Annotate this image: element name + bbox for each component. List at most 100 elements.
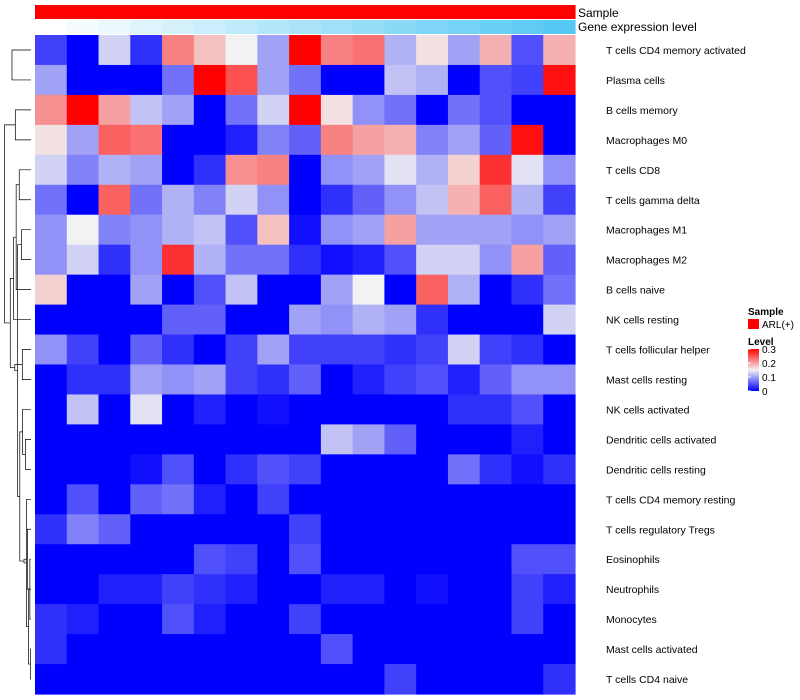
- heatmap-cell: [66, 154, 100, 186]
- heatmap-cell: [543, 334, 576, 366]
- heatmap-cell: [66, 574, 100, 605]
- heatmap-cell: [320, 364, 354, 396]
- expression-annotation-cell: [289, 20, 322, 34]
- row-label: Monocytes: [606, 614, 657, 626]
- heatmap-cell: [193, 64, 227, 96]
- heatmap-cell: [257, 364, 290, 396]
- expression-annotation-cell: [193, 20, 227, 34]
- heatmap-cell: [257, 424, 290, 455]
- dendrogram-branch: [15, 184, 31, 290]
- row-label: T cells CD4 memory activated: [606, 45, 746, 57]
- heatmap-cell: [162, 184, 195, 216]
- sample-annotation-cell: [416, 5, 449, 19]
- heatmap-cell: [257, 124, 290, 156]
- heatmap-cell: [289, 214, 322, 246]
- heatmap-cell: [130, 394, 163, 426]
- heatmap-cell: [289, 484, 322, 515]
- heatmap-cell: [193, 244, 227, 276]
- heatmap-cell: [35, 424, 68, 455]
- heatmap-cell: [416, 154, 449, 186]
- heatmap-cell: [162, 94, 195, 126]
- heatmap-cell: [35, 364, 68, 396]
- heatmap-cell: [352, 94, 386, 126]
- heatmap-cell: [320, 454, 354, 485]
- gene-expression-annotation-label: Gene expression level: [578, 20, 697, 34]
- sample-annotation-cell: [257, 5, 290, 19]
- expression-annotation-cell: [447, 20, 481, 34]
- heatmap-cell: [193, 364, 227, 396]
- heatmap-cell: [130, 424, 163, 455]
- heatmap-cell: [320, 424, 354, 455]
- dendrogram-branch: [4, 124, 16, 324]
- heatmap-cell: [289, 94, 322, 126]
- heatmap-cell: [257, 454, 290, 485]
- row-label: Plasma cells: [606, 75, 665, 87]
- heatmap-cell: [193, 304, 227, 336]
- heatmap-cell: [320, 664, 354, 695]
- heatmap-cell: [98, 424, 131, 455]
- heatmap-cell: [225, 244, 258, 276]
- heatmap-cell: [416, 514, 449, 545]
- heatmap-cell: [35, 244, 68, 276]
- heatmap-cell: [289, 274, 322, 306]
- row-label: Dendritic cells activated: [606, 434, 716, 446]
- heatmap-cell: [98, 304, 131, 336]
- expression-annotation-cell: [479, 20, 513, 34]
- heatmap-cell: [289, 394, 322, 426]
- heatmap-cell: [289, 574, 322, 605]
- row-label: B cells naive: [606, 285, 665, 297]
- heatmap-cell: [193, 214, 227, 246]
- heatmap-cell: [447, 184, 481, 216]
- sample-annotation-cell: [162, 5, 195, 19]
- row-label: NK cells resting: [606, 315, 679, 327]
- heatmap-cell: [162, 274, 195, 306]
- dendrogram-branch: [19, 431, 24, 562]
- expression-annotation-cell: [543, 20, 576, 34]
- heatmap-cell: [66, 304, 100, 336]
- heatmap-cell: [35, 304, 68, 336]
- heatmap-cell: [384, 154, 417, 186]
- heatmap-cell: [447, 514, 481, 545]
- heatmap-cell: [193, 154, 227, 186]
- heatmap-cell: [479, 214, 513, 246]
- expression-annotation-cell: [257, 20, 290, 34]
- legend-tick-label: 0.3: [762, 345, 776, 356]
- heatmap-cell: [98, 604, 131, 635]
- heatmap-cell: [543, 94, 576, 126]
- heatmap-cell: [384, 484, 417, 515]
- sample-annotation-cell: [320, 5, 354, 19]
- heatmap-cell: [320, 544, 354, 575]
- heatmap-cell: [479, 154, 513, 186]
- row-label: Macrophages M1: [606, 225, 687, 237]
- heatmap-cell: [98, 454, 131, 485]
- heatmap-cell: [162, 244, 195, 276]
- row-label: T cells follicular helper: [606, 345, 710, 357]
- heatmap-cell: [257, 35, 290, 66]
- heatmap-cell: [66, 484, 100, 515]
- heatmap-cell: [225, 214, 258, 246]
- heatmap-cell: [511, 94, 544, 126]
- dendrogram-branch: [18, 169, 31, 201]
- heatmap-cell: [66, 664, 100, 695]
- legend-sample-entry: ARL(+): [762, 320, 794, 331]
- heatmap-cell: [416, 574, 449, 605]
- heatmap-cell: [257, 334, 290, 366]
- heatmap-cell: [416, 35, 449, 66]
- heatmap-cell: [320, 214, 354, 246]
- heatmap-cell: [162, 454, 195, 485]
- expression-annotation-cell: [384, 20, 417, 34]
- heatmap-cell: [162, 64, 195, 96]
- heatmap-cell: [479, 634, 513, 665]
- heatmap-cell: [352, 424, 386, 455]
- heatmap-cell: [225, 664, 258, 695]
- heatmap-cell: [193, 334, 227, 366]
- heatmap-cell: [130, 604, 163, 635]
- heatmap-cell: [511, 424, 544, 455]
- heatmap-cell: [35, 484, 68, 515]
- heatmap-cell: [543, 274, 576, 306]
- heatmap-cell: [416, 364, 449, 396]
- heatmap-cell: [257, 484, 290, 515]
- heatmap-cell: [479, 124, 513, 156]
- heatmap-cell: [416, 304, 449, 336]
- sample-annotation-cell: [511, 5, 544, 19]
